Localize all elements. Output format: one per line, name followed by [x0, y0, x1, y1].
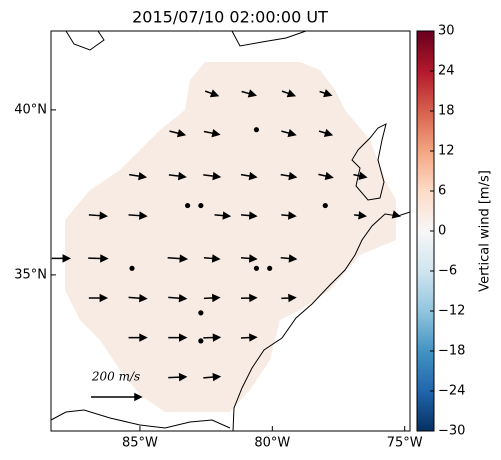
- wind-dot: [129, 265, 135, 271]
- wind-arrow: [51, 254, 71, 263]
- wind-dot: [198, 338, 204, 344]
- wind-arrow: [203, 293, 221, 303]
- x-tick-label: 80°W: [254, 436, 290, 451]
- wind-arrow: [281, 211, 297, 220]
- wind-dot: [267, 265, 273, 271]
- wind-dot: [185, 202, 191, 209]
- wind-arrow: [240, 171, 258, 181]
- colorbar-label: Vertical wind [m/s]: [478, 170, 493, 292]
- wind-arrow: [128, 211, 148, 220]
- colorbar-tick-label: −12: [438, 304, 465, 319]
- map-title: 2015/07/10 02:00:00 UT: [132, 8, 328, 27]
- wind-arrow: [353, 211, 367, 220]
- key-arrow: [91, 392, 143, 402]
- colorbar-tick-label: 24: [438, 64, 455, 79]
- y-tick-label: 35°N: [14, 267, 47, 282]
- wind-arrow: [281, 129, 297, 138]
- colorbar-tick-label: 18: [438, 104, 455, 119]
- wind-arrow: [203, 129, 221, 138]
- wind-arrow: [318, 171, 334, 181]
- wind-arrow: [169, 129, 187, 138]
- colorbar-tick-label: −6: [438, 264, 457, 279]
- wind-dot: [253, 127, 260, 133]
- wind-arrow: [391, 210, 401, 219]
- wind-arrow: [203, 333, 222, 342]
- wind-arrow: [203, 372, 222, 382]
- wind-arrow: [318, 128, 334, 137]
- coastline: [51, 31, 410, 431]
- wind-arrow: [280, 171, 298, 181]
- wind-arrow: [319, 89, 333, 98]
- colorbar-tick-label: −30: [438, 424, 465, 439]
- wind-arrow: [204, 89, 220, 98]
- wind-arrow: [353, 171, 368, 180]
- colorbar-tick-label: 6: [438, 184, 446, 199]
- wind-arrow: [281, 89, 297, 98]
- wind-arrow: [240, 293, 258, 303]
- wind-arrow: [168, 293, 188, 303]
- wind-vectors: [51, 89, 401, 382]
- wind-arrow: [167, 254, 189, 263]
- key-label: 200 m/s: [91, 370, 140, 384]
- x-tick-label: 85°W: [122, 436, 158, 451]
- wind-arrow: [241, 89, 257, 98]
- wind-arrow: [128, 333, 148, 342]
- wind-arrow: [168, 333, 188, 342]
- colorbar-tick-label: −18: [438, 344, 465, 359]
- map-area: [51, 31, 410, 431]
- colorbar-tick-label: 12: [438, 144, 455, 159]
- wind-arrow: [88, 211, 109, 220]
- wind-arrow: [168, 372, 188, 382]
- wind-arrow: [88, 254, 109, 263]
- wind-arrow: [281, 293, 297, 303]
- colorbar-tick-label: −24: [438, 384, 465, 399]
- wind-dot: [253, 265, 260, 271]
- wind-arrow: [128, 293, 148, 303]
- wind-arrow: [168, 171, 187, 181]
- x-tick-label: 75°W: [387, 436, 423, 451]
- wind-arrow: [280, 254, 298, 263]
- wind-arrow: [129, 171, 148, 181]
- wind-arrow: [203, 171, 222, 181]
- colorbar-tick-label: 30: [438, 24, 455, 39]
- wind-arrow: [203, 254, 221, 263]
- wind-arrow: [240, 333, 258, 342]
- wind-arrow: [240, 211, 258, 220]
- wind-arrow: [240, 254, 258, 263]
- wind-dot: [322, 202, 328, 209]
- colorbar-tick-label: 0: [438, 224, 446, 239]
- wind-arrow: [88, 293, 109, 303]
- y-tick-label: 40°N: [14, 102, 47, 117]
- coverage-region: [65, 62, 396, 412]
- wind-arrow: [214, 211, 232, 220]
- plot-frame: [50, 30, 411, 432]
- wind-dot: [198, 310, 204, 316]
- wind-dot: [198, 202, 204, 209]
